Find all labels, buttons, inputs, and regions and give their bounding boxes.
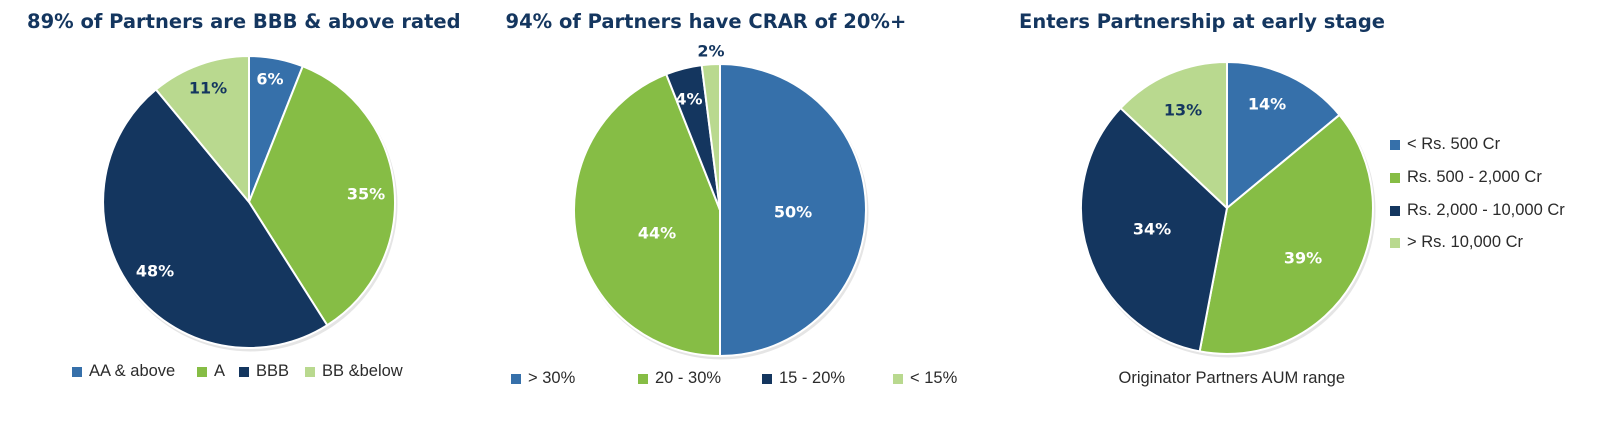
chart-title: 89% of Partners are BBB & above rated xyxy=(27,10,461,33)
legend-label: A xyxy=(214,362,226,380)
legend-item: Rs. 2,000 - 10,000 Cr xyxy=(1390,201,1565,220)
pie-slice xyxy=(248,65,396,327)
legend-label: Rs. 2,000 - 10,000 Cr xyxy=(1407,201,1565,219)
data-label: 48% xyxy=(136,262,174,281)
legend-swatch xyxy=(893,373,903,384)
pie-slice xyxy=(1080,107,1228,353)
data-label: 4% xyxy=(675,90,702,109)
legend-item: 15 - 20% xyxy=(762,369,845,388)
legend-item: 20 - 30% xyxy=(638,369,721,388)
data-label: 35% xyxy=(347,185,385,204)
data-label: 44% xyxy=(638,224,676,243)
legend-swatch xyxy=(511,373,521,384)
legend-swatch xyxy=(1390,205,1400,216)
legend-label: > Rs. 10,000 Cr xyxy=(1407,233,1524,251)
legend-item: > Rs. 10,000 Cr xyxy=(1390,233,1523,252)
legend-swatch xyxy=(638,373,648,384)
data-label: 50% xyxy=(774,203,812,222)
legend-item: BBB xyxy=(239,362,289,381)
legend-label: 20 - 30% xyxy=(655,369,722,387)
pie-chart: 50% 44% 4% 2% xyxy=(573,42,869,360)
data-label: 39% xyxy=(1284,249,1322,268)
chart-title: Enters Partnership at early stage xyxy=(1019,10,1385,33)
data-label: 14% xyxy=(1248,95,1286,114)
legend-item: > 30% xyxy=(511,369,575,388)
legend-item: < 15% xyxy=(893,369,957,388)
legend-label: BBB xyxy=(256,362,290,380)
legend-swatch xyxy=(197,366,207,377)
legend-swatch xyxy=(762,373,772,384)
legend-swatch xyxy=(1390,237,1400,248)
pie-chart: 14% 39% 34% 13% xyxy=(1080,61,1376,358)
pie-slice xyxy=(154,55,250,203)
legend-label: > 30% xyxy=(528,369,576,387)
data-label: 6% xyxy=(256,70,283,89)
legend-label: BB &below xyxy=(322,362,403,380)
legend-swatch xyxy=(305,366,315,377)
pie-slice xyxy=(719,63,867,357)
pie-chart: 6% 35% 48% 11% xyxy=(102,55,398,352)
legend-swatch xyxy=(1390,139,1400,150)
data-label: 13% xyxy=(1164,101,1202,120)
pie-slice xyxy=(1119,61,1228,209)
legend-item: BB &below xyxy=(305,362,403,381)
data-label: 34% xyxy=(1133,220,1171,239)
pie-slice xyxy=(573,73,721,357)
data-label: 2% xyxy=(697,42,724,61)
legend-label: Rs. 500 - 2,000 Cr xyxy=(1407,168,1542,186)
pie-slice xyxy=(102,88,329,349)
legend-item: Rs. 500 - 2,000 Cr xyxy=(1390,168,1542,187)
data-label: 11% xyxy=(189,79,227,98)
legend-swatch xyxy=(72,366,82,377)
legend-item: < Rs. 500 Cr xyxy=(1390,135,1500,154)
chart-title: 94% of Partners have CRAR of 20%+ xyxy=(505,10,907,33)
legend-swatch xyxy=(1390,172,1400,183)
legend-label: 15 - 20% xyxy=(779,369,846,387)
legend-caption: Originator Partners AUM range xyxy=(1118,369,1346,387)
pie-slice xyxy=(1198,113,1374,355)
pie-slice xyxy=(700,62,721,211)
legend-item: A xyxy=(197,362,225,381)
legend-label: < 15% xyxy=(910,369,958,387)
pie-slice xyxy=(1226,61,1341,209)
legend-swatch xyxy=(239,366,249,377)
legend-label: < Rs. 500 Cr xyxy=(1407,135,1501,153)
legend-label: AA & above xyxy=(89,362,176,380)
legend-item: AA & above xyxy=(72,362,175,381)
